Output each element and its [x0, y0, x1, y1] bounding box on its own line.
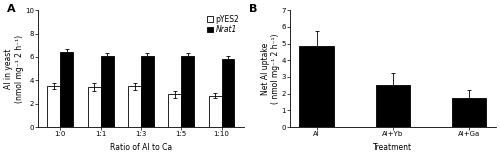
Bar [222, 59, 234, 127]
Bar [60, 52, 74, 127]
Bar [128, 86, 141, 127]
Legend: pYES2, Nrat1: pYES2, Nrat1 [206, 14, 240, 35]
Bar [100, 56, 114, 127]
Text: A: A [8, 4, 16, 14]
X-axis label: Treatment: Treatment [374, 143, 412, 152]
Bar [48, 86, 60, 127]
Text: B: B [249, 4, 258, 14]
Y-axis label: Net Al uptake
( nmol mg⁻¹ 2 h⁻¹): Net Al uptake ( nmol mg⁻¹ 2 h⁻¹) [260, 33, 280, 104]
Bar [182, 56, 194, 127]
Bar [168, 94, 181, 127]
Bar [452, 98, 486, 127]
Bar [141, 56, 154, 127]
X-axis label: Ratio of Al to Ca: Ratio of Al to Ca [110, 143, 172, 152]
Bar [208, 95, 222, 127]
Bar [376, 85, 410, 127]
Y-axis label: Al in yeast
(nmol mg⁻¹ 2 h⁻¹): Al in yeast (nmol mg⁻¹ 2 h⁻¹) [4, 35, 24, 103]
Bar [88, 87, 101, 127]
Bar [300, 46, 334, 127]
